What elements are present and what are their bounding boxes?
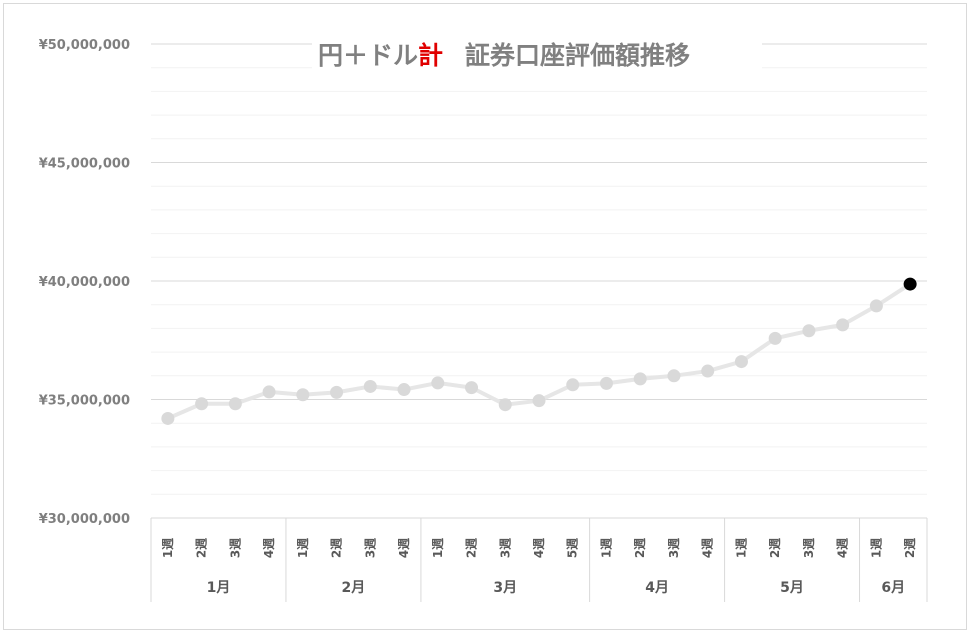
data-point (330, 385, 344, 399)
x-week-label: 2週 (194, 538, 209, 558)
x-week-label: 5週 (565, 538, 580, 558)
data-point (532, 394, 546, 408)
data-point (262, 385, 276, 399)
y-tick-label: ¥50,000,000 (39, 38, 130, 53)
x-month-label: 3月 (493, 580, 517, 596)
x-week-label: 4週 (261, 538, 276, 558)
data-point (363, 379, 377, 393)
data-point-latest (903, 277, 917, 291)
data-point (296, 388, 310, 402)
x-week-label: 1週 (868, 538, 883, 558)
data-series (161, 277, 917, 425)
x-month-label: 4月 (645, 580, 669, 596)
x-week-label: 1週 (733, 538, 748, 558)
x-week-label: 1週 (598, 538, 613, 558)
x-week-label: 2週 (329, 538, 344, 558)
title-part2: 証券口座評価額推移 (465, 41, 690, 70)
chart-title: 円＋ドル計 証券口座評価額推移 (312, 34, 762, 74)
x-week-label: 4週 (396, 538, 411, 558)
x-month-label: 1月 (207, 580, 231, 596)
x-week-label: 4週 (835, 538, 850, 558)
data-point (431, 376, 445, 390)
x-week-label: 3週 (801, 538, 816, 558)
x-week-label: 2週 (767, 538, 782, 558)
x-month-label: 6月 (881, 580, 905, 596)
title-background (312, 34, 762, 74)
x-week-label: 2週 (902, 538, 917, 558)
x-week-label: 1週 (295, 538, 310, 558)
x-week-label: 1週 (430, 538, 445, 558)
y-tick-label: ¥40,000,000 (39, 275, 130, 290)
data-point (768, 331, 782, 345)
data-point (228, 397, 242, 411)
y-tick-label: ¥30,000,000 (39, 512, 130, 527)
x-week-label: 4週 (700, 538, 715, 558)
data-point (633, 372, 647, 386)
y-tick-label: ¥35,000,000 (39, 394, 130, 409)
x-week-label: 2週 (464, 538, 479, 558)
x-week-label: 3週 (666, 538, 681, 558)
data-point (869, 299, 883, 313)
x-week-label: 4週 (531, 538, 546, 558)
y-tick-label: ¥45,000,000 (39, 157, 130, 172)
x-week-label: 3週 (497, 538, 512, 558)
data-point (802, 324, 816, 338)
x-axis: 1週 2週 3週 4週 1週 2週 3週 4週 1週 2週 3週 4週 5週 1週 2週 3週 4週 1週 2週 3週… (150, 517, 928, 602)
title-accent: 計 (418, 41, 443, 70)
x-week-label: 3週 (227, 538, 242, 558)
y-axis: ¥50,000,000 ¥45,000,000 ¥40,000,000 ¥35,000… (39, 38, 130, 527)
data-point (195, 397, 209, 411)
data-point (734, 355, 748, 369)
x-week-label: 2週 (632, 538, 647, 558)
x-month-label: 5月 (780, 580, 804, 596)
data-point (397, 383, 411, 397)
x-week-label: 1週 (160, 538, 175, 558)
data-point (566, 378, 580, 392)
data-point (836, 318, 850, 332)
data-point (465, 381, 479, 395)
data-point (667, 369, 681, 383)
chart-frame (3, 3, 967, 630)
data-point (161, 411, 175, 425)
data-point (701, 364, 715, 378)
data-point (498, 398, 512, 412)
title-part1: 円＋ドル (318, 41, 418, 70)
minor-gridlines (151, 67, 927, 495)
x-month-label: 2月 (342, 580, 366, 596)
data-point (599, 376, 613, 390)
x-week-label: 3週 (362, 538, 377, 558)
